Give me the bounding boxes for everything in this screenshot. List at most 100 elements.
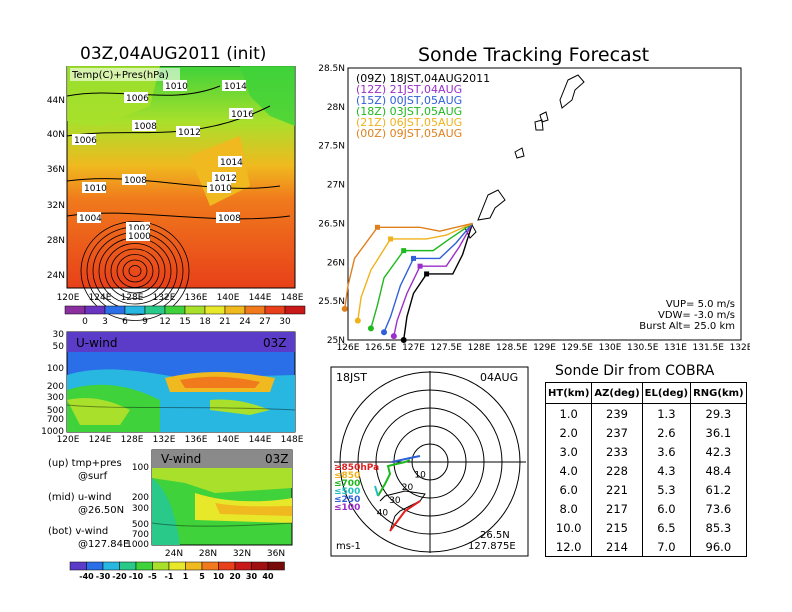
island-outline [514, 147, 525, 159]
polar-time: 18JST [336, 371, 367, 384]
track-marker [374, 224, 380, 230]
isobar-ring [116, 254, 154, 288]
uwind-label: U-wind [76, 336, 117, 350]
lat-tick: 44N [47, 96, 65, 106]
colorbar-swatch [119, 561, 137, 571]
pres-tick: 100 [47, 364, 64, 374]
table-row: 2.0 237 2.6 36.1 [544, 423, 747, 442]
map-panel-label: Temp(C)+Pres(hPa) [71, 70, 169, 81]
pres-tick: 200 [132, 493, 149, 503]
pressure-label: ≥850hPa [334, 463, 379, 473]
track-marker [411, 255, 416, 261]
lon-tick: 130E [599, 343, 622, 353]
vwind-panel: V-wind 03Z 100 200 300 500 700 1000 24N … [126, 449, 293, 559]
lat-tick: 24N [47, 271, 65, 281]
table-cell: 3.0 [544, 442, 592, 461]
table-cell: 217 [591, 499, 643, 518]
pressure-label: ≤100 [334, 503, 360, 513]
lat-tick: 25N [327, 336, 345, 346]
pres-tick: 300 [132, 504, 149, 514]
ring-label: 30 [389, 496, 401, 506]
table-cell: 6.5 [641, 518, 691, 537]
isobar-label: 1014 [224, 82, 247, 92]
track-marker [401, 248, 407, 254]
lat-tick: 40N [47, 130, 65, 140]
lon-tick: 140E [217, 435, 240, 445]
hodograph-segment [389, 500, 421, 532]
hodograph-segment [391, 455, 421, 463]
pres-tick: 300 [47, 393, 64, 403]
lon-tick: 144E [249, 435, 272, 445]
colorbar-tick: 0 [82, 317, 88, 326]
isobar-label: 1000 [128, 232, 151, 242]
colorbar-tick: 18 [199, 317, 211, 326]
isobar-label: 1012 [214, 174, 237, 184]
lon-tick: 148E [281, 435, 304, 445]
lon-tick: 128E [468, 343, 491, 353]
colorbar-tick: -5 [148, 572, 157, 581]
isobar-label: 1014 [220, 158, 243, 168]
colorbar-swatch [135, 561, 153, 571]
isobar-label: 1008 [134, 122, 157, 132]
island-outline [559, 74, 585, 109]
colorbar-tick: 15 [179, 317, 190, 326]
colorbar-swatch [64, 305, 86, 315]
lat-tick: 24N [165, 549, 183, 559]
lon-tick: 126.5E [365, 343, 397, 353]
pressure-label: ≤500 [334, 487, 360, 497]
table-row: 6.0 221 5.3 61.2 [544, 480, 747, 499]
table-header-row: HT(km) AZ(deg) EL(deg) RNG(km) [544, 382, 747, 404]
colorbar-swatch [204, 305, 226, 315]
table-cell: 61.2 [690, 480, 747, 499]
colorbar-swatch [224, 305, 246, 315]
colorbar-swatch [185, 561, 203, 571]
pres-tick: 1000 [126, 540, 149, 550]
table-cell: 10.0 [544, 518, 592, 537]
table-cell: 36.1 [690, 423, 747, 442]
lon-tick: 129E [533, 343, 556, 353]
lon-tick: 132E [730, 343, 750, 353]
colorbar-tick: 27 [259, 317, 270, 326]
colorbar-tick: 12 [159, 317, 170, 326]
uwind-panel: U-wind 03Z 30 50 100 200 300 500 700 100… [41, 330, 304, 445]
note-mid-1: (mid) u-wind [48, 492, 112, 503]
isobar-label: 1006 [74, 136, 97, 146]
ring-label: 20 [402, 483, 414, 493]
table-cell: 29.3 [690, 403, 747, 423]
lon-tick: 140E [217, 293, 240, 303]
vwind-time: 03Z [265, 452, 289, 466]
table-cell: 12.0 [544, 537, 592, 557]
col-header: EL(deg) [641, 382, 691, 404]
isobar-label: 1002 [128, 224, 151, 234]
table-row: 4.0 228 4.3 48.4 [544, 461, 747, 480]
table-row: 12.0 214 7.0 96.0 [544, 537, 747, 557]
polar-wind-panel: ≥850hPa≤850≤700≤500≤250≤100 18JST 04AUG … [330, 366, 529, 557]
lat-tick: 36N [267, 549, 285, 559]
pres-tick: 200 [47, 382, 64, 392]
lat-tick: 26.5N [318, 219, 345, 229]
hodograph-segment [374, 485, 379, 497]
table-cell: 1.3 [641, 403, 691, 423]
colorbar-swatch [184, 305, 206, 315]
table-cell: 2.0 [544, 423, 592, 442]
temperature-colorbar [64, 305, 306, 315]
isobar-ring [110, 248, 160, 294]
lon-tick: 128E [121, 435, 144, 445]
colorbar-swatch [86, 561, 104, 571]
track-legend-item: (21Z) 06JST,05AUG [356, 116, 462, 129]
table-cell: 7.0 [641, 537, 691, 557]
lon-tick: 120E [57, 293, 80, 303]
polar-date: 04AUG [480, 371, 518, 384]
table-row: 10.0 215 6.5 85.3 [544, 518, 747, 537]
track-end [381, 329, 388, 336]
colorbar-tick: 40 [262, 572, 274, 581]
isobar-label: 1008 [124, 176, 147, 186]
lat-tick: 25.5N [318, 297, 345, 307]
lon-tick: 128E [121, 293, 144, 303]
lat-tick: 28N [327, 103, 345, 113]
colorbar-tick: -40 [79, 572, 94, 581]
colorbar-tick: 20 [229, 572, 241, 581]
vup-param: VUP= 5.0 m/s [666, 299, 735, 310]
track-legend-item: (09Z) 18JST,04AUG2011 [356, 72, 490, 85]
lon-tick: 129.5E [562, 343, 594, 353]
